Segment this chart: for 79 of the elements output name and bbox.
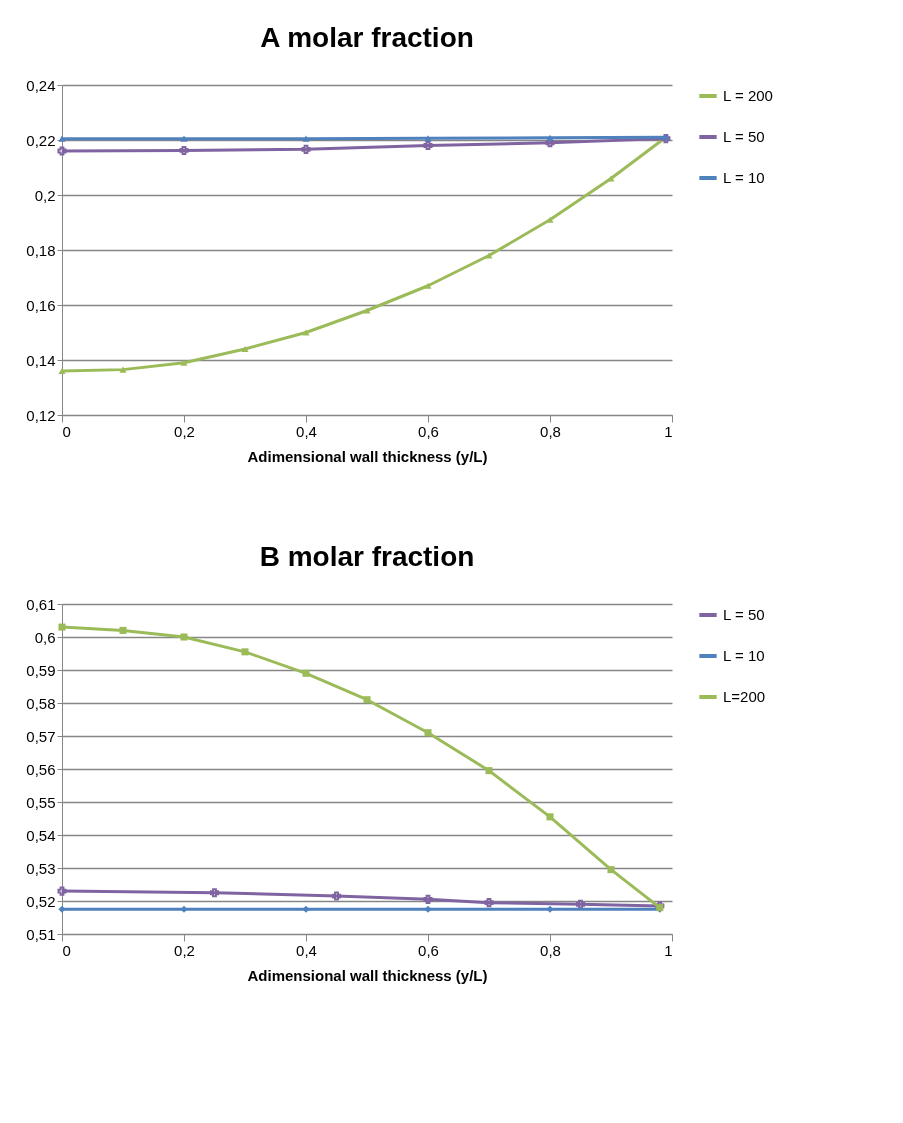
y-tick-label: 0,14 [26, 351, 56, 369]
point [180, 135, 188, 142]
point [331, 891, 342, 901]
point [575, 899, 586, 909]
point [546, 813, 554, 821]
point [57, 146, 67, 156]
x-tick-label: 0,8 [540, 422, 561, 440]
y-tick-label: 0,12 [26, 406, 56, 424]
x-tick-label: 0 [62, 422, 71, 440]
legend-label: L=200 [723, 688, 766, 705]
y-tick-label: 0,59 [26, 661, 56, 679]
point [363, 696, 371, 704]
legend-label: L = 50 [723, 606, 765, 623]
x-tick-label: 0,4 [296, 941, 317, 959]
y-tick-label: 0,53 [26, 859, 56, 877]
chart-title: B molar fraction [259, 541, 475, 572]
point [180, 633, 188, 641]
y-tick-label: 0,61 [26, 595, 56, 613]
point [484, 898, 494, 908]
point [607, 866, 615, 874]
x-tick-label: 0 [62, 941, 71, 959]
point [58, 623, 66, 631]
point [180, 905, 188, 913]
x-tick-label: 0,6 [418, 941, 439, 959]
point [302, 329, 310, 336]
point [485, 767, 493, 775]
point [607, 175, 615, 182]
point [545, 138, 555, 148]
y-tick-label: 0,58 [26, 694, 56, 712]
y-tick-label: 0,52 [26, 892, 56, 910]
point [241, 345, 249, 353]
y-tick-label: 0,55 [26, 793, 56, 811]
point [424, 729, 432, 737]
point [302, 669, 310, 677]
y-tick-label: 0,56 [26, 760, 56, 778]
legend-label: L = 50 [723, 128, 765, 145]
x-tick-label: 0,6 [418, 422, 439, 440]
y-tick-label: 0,24 [26, 76, 56, 94]
point [57, 886, 67, 896]
y-tick-label: 0,6 [34, 628, 56, 646]
point [424, 282, 432, 289]
legend-label: L = 10 [723, 169, 765, 186]
point [546, 134, 554, 141]
point [424, 905, 432, 913]
point [485, 252, 493, 259]
point [546, 905, 554, 913]
point [179, 145, 189, 155]
point [241, 648, 249, 656]
point [302, 135, 310, 142]
point [302, 905, 310, 913]
point [119, 626, 127, 634]
y-tick-label: 0,16 [26, 296, 56, 314]
y-tick-label: 0,57 [26, 727, 56, 745]
point [58, 367, 66, 375]
y-tick-label: 0,2 [34, 186, 56, 204]
legend-label: L = 200 [723, 87, 773, 104]
y-tick-label: 0,51 [26, 925, 56, 943]
point [546, 216, 554, 223]
x-tick-label: 0,2 [174, 422, 195, 440]
point [209, 888, 220, 898]
x-tick-label: 0,8 [540, 941, 561, 959]
point [423, 140, 433, 151]
x-tick-label: 1 [664, 422, 673, 440]
x-tick-label: 1 [664, 941, 673, 959]
point [423, 894, 433, 904]
x-axis-title: Adimensional wall thickness (y/L) [247, 447, 488, 465]
x-tick-label: 0,2 [174, 941, 195, 959]
chart-title: A molar fraction [260, 22, 474, 53]
y-tick-label: 0,22 [26, 131, 56, 149]
point [58, 905, 66, 913]
point [180, 359, 188, 366]
y-tick-label: 0,54 [26, 826, 56, 844]
point [301, 144, 311, 154]
point [363, 307, 371, 314]
x-tick-label: 0,4 [296, 422, 317, 440]
legend-label: L = 10 [723, 647, 765, 664]
point [119, 366, 127, 373]
y-tick-label: 0,18 [26, 241, 56, 259]
x-axis-title: Adimensional wall thickness (y/L) [247, 966, 488, 984]
